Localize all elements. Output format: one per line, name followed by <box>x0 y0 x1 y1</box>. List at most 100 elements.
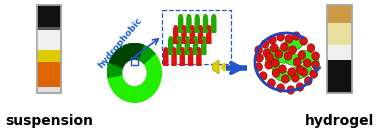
Circle shape <box>288 68 296 76</box>
FancyBboxPatch shape <box>193 39 198 55</box>
Polygon shape <box>213 60 219 74</box>
Bar <box>37 5 61 27</box>
Ellipse shape <box>299 50 319 66</box>
Circle shape <box>211 14 216 19</box>
Circle shape <box>270 44 278 52</box>
Circle shape <box>271 59 279 67</box>
Circle shape <box>300 37 307 45</box>
Circle shape <box>289 46 296 54</box>
FancyBboxPatch shape <box>201 39 207 55</box>
Circle shape <box>272 69 280 77</box>
Bar <box>162 10 231 64</box>
Circle shape <box>279 65 287 73</box>
Circle shape <box>310 70 318 78</box>
FancyBboxPatch shape <box>173 28 178 44</box>
FancyBboxPatch shape <box>184 39 190 55</box>
Circle shape <box>177 36 181 41</box>
Ellipse shape <box>283 39 303 51</box>
Circle shape <box>284 52 292 60</box>
FancyBboxPatch shape <box>188 50 193 66</box>
FancyBboxPatch shape <box>163 50 169 66</box>
Circle shape <box>291 74 299 82</box>
Circle shape <box>277 84 285 92</box>
Bar <box>327 23 352 45</box>
Bar <box>37 62 61 87</box>
Circle shape <box>287 86 294 94</box>
FancyBboxPatch shape <box>211 17 217 33</box>
Circle shape <box>197 47 201 52</box>
Circle shape <box>256 54 263 62</box>
Circle shape <box>296 66 304 74</box>
Circle shape <box>312 61 319 69</box>
Circle shape <box>198 25 203 30</box>
Circle shape <box>255 63 262 71</box>
Circle shape <box>172 47 177 52</box>
Circle shape <box>174 25 178 30</box>
Circle shape <box>180 47 184 52</box>
FancyBboxPatch shape <box>171 50 177 66</box>
Bar <box>37 50 61 62</box>
Circle shape <box>277 33 285 41</box>
Circle shape <box>107 43 162 103</box>
Circle shape <box>261 40 269 48</box>
Circle shape <box>163 47 168 52</box>
FancyBboxPatch shape <box>189 28 195 44</box>
Ellipse shape <box>288 65 311 79</box>
Circle shape <box>285 35 293 43</box>
Circle shape <box>304 59 311 67</box>
Circle shape <box>265 61 273 69</box>
Circle shape <box>298 51 306 59</box>
Circle shape <box>268 79 275 87</box>
Circle shape <box>268 36 276 44</box>
Circle shape <box>193 36 198 41</box>
FancyBboxPatch shape <box>196 50 201 66</box>
Bar <box>327 5 352 23</box>
FancyBboxPatch shape <box>206 28 212 44</box>
FancyBboxPatch shape <box>194 17 200 33</box>
Circle shape <box>296 83 304 91</box>
FancyBboxPatch shape <box>37 5 61 93</box>
FancyBboxPatch shape <box>181 28 187 44</box>
Circle shape <box>187 14 191 19</box>
Circle shape <box>190 25 195 30</box>
Wedge shape <box>108 43 144 73</box>
Circle shape <box>182 25 186 30</box>
FancyBboxPatch shape <box>178 17 183 33</box>
Bar <box>37 27 61 30</box>
Circle shape <box>255 46 262 54</box>
Circle shape <box>195 14 200 19</box>
FancyBboxPatch shape <box>186 17 192 33</box>
Text: hydrogel: hydrogel <box>305 114 374 128</box>
Bar <box>37 30 61 58</box>
Ellipse shape <box>265 55 280 69</box>
Wedge shape <box>107 43 156 78</box>
FancyBboxPatch shape <box>176 39 182 55</box>
Bar <box>131 57 138 65</box>
FancyBboxPatch shape <box>180 50 185 66</box>
Circle shape <box>201 36 206 41</box>
FancyBboxPatch shape <box>327 5 352 93</box>
Circle shape <box>304 77 312 85</box>
Circle shape <box>280 43 288 51</box>
Circle shape <box>178 14 183 19</box>
Circle shape <box>281 75 289 83</box>
Ellipse shape <box>272 68 291 82</box>
FancyBboxPatch shape <box>203 17 208 33</box>
Wedge shape <box>107 43 152 73</box>
Circle shape <box>188 47 193 52</box>
Bar <box>327 60 352 93</box>
Circle shape <box>185 36 190 41</box>
Circle shape <box>203 14 208 19</box>
Circle shape <box>275 50 283 58</box>
Circle shape <box>259 72 267 80</box>
Circle shape <box>122 60 146 86</box>
Circle shape <box>300 68 307 76</box>
FancyBboxPatch shape <box>168 39 174 55</box>
Circle shape <box>266 53 274 61</box>
Circle shape <box>206 25 211 30</box>
Circle shape <box>263 49 271 57</box>
Text: hydrophobic: hydrophobic <box>96 16 144 70</box>
Circle shape <box>293 32 300 40</box>
Ellipse shape <box>266 47 291 63</box>
Ellipse shape <box>285 55 304 65</box>
